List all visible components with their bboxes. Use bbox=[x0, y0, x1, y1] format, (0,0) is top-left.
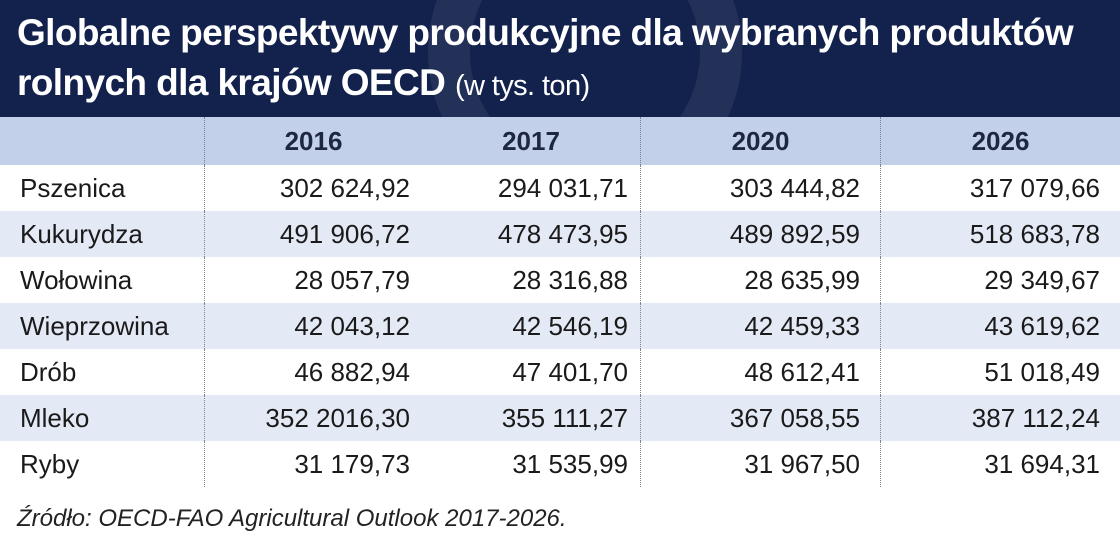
value-cell: 478 473,95 bbox=[497, 218, 628, 249]
value-cell: 31 535,99 bbox=[512, 448, 628, 479]
chart-title: Globalne perspektywy produkcyjne dla wyb… bbox=[17, 8, 1107, 111]
value-cell: 43 619,62 bbox=[880, 303, 1120, 349]
row-label: Mleko bbox=[20, 402, 90, 433]
value-cell: 31 179,73 bbox=[204, 441, 422, 487]
table-header-row: 2016 2017 2020 2026 bbox=[0, 117, 1120, 165]
row-label: Ryby bbox=[20, 448, 80, 479]
value-cell: 294 031,71 bbox=[497, 172, 628, 203]
value-cell: 302 624,92 bbox=[204, 165, 422, 211]
table-row: Kukurydza 491 906,72 478 473,95 489 892,59 5… bbox=[0, 211, 1120, 257]
table-row: Mleko 352 2016,30 355 111,27 367 058,55 387 … bbox=[0, 395, 1120, 441]
data-table: 2016 2017 2020 2026 Pszenica 302 624,92 29… bbox=[0, 117, 1120, 487]
value-cell: 42 043,12 bbox=[204, 303, 422, 349]
value-cell: 28 635,99 bbox=[640, 257, 880, 303]
title-text: Globalne perspektywy produkcyjne dla wyb… bbox=[17, 12, 1074, 103]
value-cell: 42 459,33 bbox=[640, 303, 880, 349]
column-header: 2026 bbox=[880, 117, 1120, 165]
table-row: Ryby 31 179,73 31 535,99 31 967,50 31 694,31 bbox=[0, 441, 1120, 487]
value-cell: 31 694,31 bbox=[880, 441, 1120, 487]
value-cell: 518 683,78 bbox=[880, 211, 1120, 257]
column-header: 2017 bbox=[502, 125, 560, 156]
title-banner: Globalne perspektywy produkcyjne dla wyb… bbox=[0, 0, 1120, 117]
value-cell: 303 444,82 bbox=[640, 165, 880, 211]
column-header: 2020 bbox=[640, 117, 880, 165]
value-cell: 29 349,67 bbox=[880, 257, 1120, 303]
value-cell: 367 058,55 bbox=[640, 395, 880, 441]
value-cell: 31 967,50 bbox=[640, 441, 880, 487]
column-header: 2016 bbox=[204, 117, 422, 165]
row-label: Pszenica bbox=[20, 172, 126, 203]
value-cell: 387 112,24 bbox=[880, 395, 1120, 441]
value-cell: 28 057,79 bbox=[204, 257, 422, 303]
source-note: Źródło: OECD-FAO Agricultural Outlook 20… bbox=[17, 505, 567, 532]
value-cell: 355 111,27 bbox=[501, 402, 628, 433]
value-cell: 51 018,49 bbox=[880, 349, 1120, 395]
value-cell: 28 316,88 bbox=[512, 264, 628, 295]
watermark-logo bbox=[428, 0, 742, 117]
value-cell: 491 906,72 bbox=[204, 211, 422, 257]
table-row: Pszenica 302 624,92 294 031,71 303 444,82 31… bbox=[0, 165, 1120, 211]
value-cell: 48 612,41 bbox=[640, 349, 880, 395]
row-label: Wieprzowina bbox=[20, 310, 169, 341]
table-row: Wieprzowina 42 043,12 42 546,19 42 459,33 43… bbox=[0, 303, 1120, 349]
value-cell: 42 546,19 bbox=[512, 310, 628, 341]
table-row: Wołowina 28 057,79 28 316,88 28 635,99 29 34… bbox=[0, 257, 1120, 303]
value-cell: 317 079,66 bbox=[880, 165, 1120, 211]
value-cell: 489 892,59 bbox=[640, 211, 880, 257]
value-cell: 47 401,70 bbox=[512, 356, 628, 387]
title-unit: (w tys. ton) bbox=[454, 70, 590, 102]
value-cell: 46 882,94 bbox=[204, 349, 422, 395]
header-empty-cell bbox=[0, 117, 204, 165]
table-row: Drób 46 882,94 47 401,70 48 612,41 51 018,49 bbox=[0, 349, 1120, 395]
row-label: Wołowina bbox=[20, 264, 133, 295]
row-label: Drób bbox=[20, 356, 77, 387]
value-cell: 352 2016,30 bbox=[204, 395, 422, 441]
row-label: Kukurydza bbox=[20, 218, 143, 249]
